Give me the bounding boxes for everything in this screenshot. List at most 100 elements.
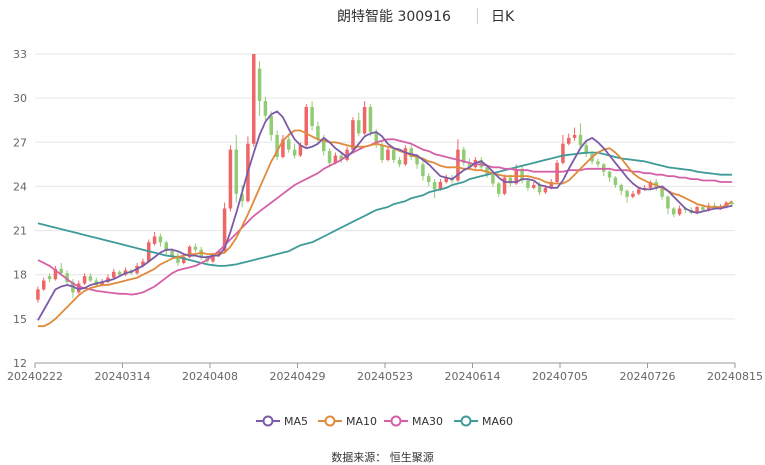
candle-body — [182, 257, 186, 263]
candle-body — [467, 162, 472, 168]
ma30-line — [37, 138, 733, 296]
legend-item-ma5[interactable]: MA5 — [256, 412, 308, 430]
candle-body — [409, 148, 413, 157]
candle-body — [491, 174, 495, 184]
candle-body — [141, 261, 145, 266]
candle-body — [695, 207, 699, 213]
candle-body — [584, 145, 588, 155]
candle-body — [502, 177, 507, 194]
candle-body — [625, 190, 629, 197]
y-tick-label: 30 — [13, 92, 27, 105]
candle-body — [368, 106, 373, 132]
candle-body — [252, 54, 256, 144]
candles — [36, 54, 734, 303]
candle-body — [561, 143, 565, 163]
candle-body — [357, 120, 361, 134]
legend-marker-icon — [384, 415, 408, 427]
candle-body — [567, 137, 571, 144]
y-tick-label: 18 — [13, 269, 27, 282]
candle-body — [572, 134, 577, 138]
candle-body — [222, 208, 227, 252]
candle-body — [77, 283, 81, 293]
chart-period: 日K — [491, 9, 515, 25]
x-tick-label: 20240314 — [95, 370, 151, 383]
candle-body — [88, 276, 93, 281]
candle-body — [292, 149, 297, 156]
y-tick-label: 24 — [13, 180, 27, 193]
candle-body — [304, 106, 308, 146]
candle-body — [228, 149, 233, 209]
candle-body — [164, 242, 168, 252]
candle-body — [362, 106, 367, 134]
candle-body — [100, 282, 104, 286]
candle-body — [158, 236, 163, 243]
candle-body — [322, 139, 326, 152]
ma10-line — [37, 129, 733, 328]
candle-body — [397, 159, 402, 165]
candle-body — [275, 134, 279, 157]
legend-label: MA5 — [284, 414, 309, 428]
candle-body — [526, 180, 530, 188]
x-tick-label: 20240705 — [532, 370, 588, 383]
x-axis: 20240222 20240314 20240408 20240429 20240523… — [7, 362, 763, 383]
y-tick-label: 15 — [13, 313, 27, 326]
legend-label: MA30 — [412, 414, 444, 428]
candle-body — [82, 276, 87, 284]
candle-body — [613, 177, 618, 185]
x-tick-label: 20240726 — [620, 370, 676, 383]
candle-body — [637, 189, 641, 194]
x-tick-label: 20240222 — [7, 370, 63, 383]
candle-body — [497, 183, 501, 194]
candle-body — [240, 193, 244, 202]
ma5-line — [37, 110, 733, 321]
candle-body — [578, 134, 583, 146]
y-tick-label: 21 — [13, 225, 27, 238]
candle-body — [310, 106, 314, 127]
candle-body — [257, 68, 262, 102]
candle-body — [677, 208, 682, 215]
candle-body — [234, 149, 238, 194]
candle-body — [269, 115, 273, 135]
candle-body — [53, 268, 58, 280]
candle-body — [193, 246, 198, 250]
x-tick-label: 20240429 — [270, 370, 326, 383]
legend-marker-icon — [318, 415, 342, 427]
legend-marker-icon — [256, 415, 280, 427]
candle-body — [508, 177, 513, 184]
candle-body — [666, 196, 670, 209]
candle-body — [415, 157, 419, 165]
candle-body — [660, 187, 664, 197]
candle-body — [386, 149, 390, 160]
candle-body — [263, 101, 268, 116]
candle-body — [374, 131, 378, 146]
candle-body — [730, 202, 734, 205]
y-tick-label: 27 — [13, 136, 27, 149]
candle-body — [298, 145, 303, 156]
candle-body — [176, 255, 180, 263]
chart-title: 朗特智能 300916 — [337, 9, 451, 25]
y-tick-label: 33 — [13, 48, 27, 61]
legend-item-ma10[interactable]: MA10 — [318, 412, 377, 430]
candle-body — [549, 182, 553, 188]
chart-title-bar: 朗特智能 300916 日K — [0, 6, 765, 26]
candle-body — [380, 145, 384, 160]
moving-average-lines — [37, 110, 733, 328]
candle-body — [648, 182, 653, 188]
legend-item-ma60[interactable]: MA60 — [454, 412, 513, 430]
candle-body — [596, 161, 600, 165]
chart-legend: MA5 MA10 MA30 MA60 — [0, 412, 765, 430]
candle-body — [327, 151, 332, 163]
x-tick-label: 20240523 — [357, 370, 413, 383]
legend-item-ma30[interactable]: MA30 — [384, 412, 443, 430]
candle-body — [607, 171, 612, 178]
legend-marker-icon — [454, 415, 478, 427]
legend-label: MA60 — [482, 414, 514, 428]
x-tick-label: 20240815 — [707, 370, 763, 383]
candle-body — [112, 271, 116, 278]
legend-label: MA10 — [346, 414, 378, 428]
candle-body — [701, 207, 705, 210]
data-source-note: 数据来源： 恒生聚源 — [331, 451, 434, 464]
candle-body — [403, 148, 408, 165]
candle-body — [672, 208, 676, 215]
candle-body — [438, 182, 443, 190]
